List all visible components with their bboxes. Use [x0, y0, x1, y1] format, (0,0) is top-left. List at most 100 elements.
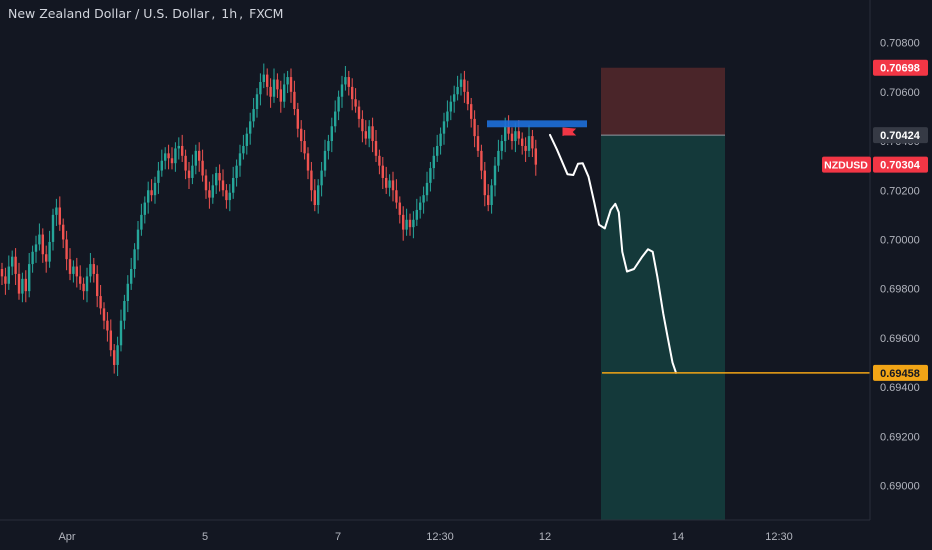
candle — [150, 190, 153, 196]
candle — [221, 180, 225, 191]
candle — [374, 141, 378, 156]
candle — [388, 180, 391, 188]
candle — [136, 229, 140, 250]
candle — [286, 77, 289, 85]
candle — [21, 278, 24, 294]
candle — [249, 121, 252, 134]
candle — [313, 190, 316, 206]
candle — [259, 81, 262, 95]
candle — [521, 138, 524, 146]
candle — [204, 175, 208, 191]
candle — [490, 185, 493, 206]
candle — [55, 207, 58, 215]
marker-rectangle — [487, 120, 587, 128]
pair-name: New Zealand Dollar / U.S. Dollar — [8, 6, 210, 21]
candle — [412, 219, 415, 228]
candle — [483, 170, 486, 196]
y-tick-label: 0.69200 — [880, 431, 920, 443]
candle — [198, 150, 201, 161]
candle — [456, 86, 459, 95]
candle — [140, 214, 143, 230]
candle — [177, 145, 180, 149]
candle — [174, 148, 177, 164]
x-tick-label: 7 — [335, 531, 341, 543]
candle — [364, 131, 367, 139]
price-label-box — [873, 59, 928, 76]
candle — [160, 160, 163, 171]
candle — [368, 126, 371, 139]
candle — [58, 207, 61, 225]
candle — [470, 104, 473, 119]
candle — [507, 126, 510, 134]
candle — [0, 269, 4, 277]
candle — [130, 269, 133, 284]
candle — [296, 109, 299, 129]
price-label: 0.70304 — [880, 160, 921, 172]
candle — [225, 190, 228, 201]
candle — [262, 74, 265, 82]
candle — [391, 180, 395, 191]
candle — [330, 126, 333, 142]
candle — [327, 141, 330, 151]
candle — [170, 158, 174, 164]
projection-path — [549, 133, 677, 374]
symbol-tag-box — [822, 156, 871, 173]
candle — [272, 79, 276, 97]
candle — [164, 153, 167, 161]
candle — [487, 195, 490, 206]
candle — [235, 165, 238, 178]
symbol-tag: NZDUSD — [824, 160, 868, 172]
candle — [75, 266, 78, 277]
candle — [300, 128, 303, 142]
candle — [344, 77, 347, 85]
candle — [317, 185, 320, 206]
candle — [306, 153, 310, 171]
candle — [41, 234, 44, 255]
candle — [337, 96, 340, 112]
candle — [459, 79, 463, 87]
candle — [167, 153, 170, 159]
candle — [14, 256, 17, 274]
candle — [106, 320, 109, 331]
candle — [323, 150, 327, 171]
candle — [398, 202, 401, 215]
chart-title: New Zealand Dollar / U.S. Dollar, 1h, FX… — [8, 6, 284, 21]
candle — [351, 86, 354, 100]
x-tick-label: Apr — [58, 531, 75, 543]
candle — [473, 118, 476, 137]
candle — [439, 133, 442, 146]
y-tick-label: 0.70000 — [880, 234, 920, 246]
candle — [34, 244, 38, 252]
price-label-box — [873, 127, 928, 144]
candle — [436, 145, 439, 156]
candle — [201, 160, 204, 176]
candle — [65, 239, 68, 260]
stop-loss-zone — [601, 67, 725, 136]
candle — [408, 219, 412, 228]
candle — [293, 91, 296, 110]
candle — [255, 94, 259, 110]
candle — [517, 131, 520, 139]
candle — [116, 345, 119, 365]
data-source: FXCM — [249, 6, 284, 21]
candle — [194, 150, 197, 166]
candle — [96, 273, 99, 297]
candle — [524, 145, 527, 151]
candle — [92, 264, 95, 274]
y-tick-label: 0.69600 — [880, 333, 920, 345]
candle — [17, 273, 21, 294]
candle — [113, 350, 116, 365]
candle — [432, 155, 435, 169]
candle — [269, 86, 272, 97]
x-tick-label: 12 — [539, 531, 551, 543]
candle — [133, 249, 136, 269]
candle — [11, 256, 14, 267]
candle — [371, 126, 374, 142]
candle — [99, 296, 102, 309]
candle — [245, 133, 248, 146]
candle — [143, 202, 146, 215]
candle — [493, 165, 497, 186]
candle — [72, 266, 75, 274]
y-tick-label: 0.69800 — [880, 284, 920, 296]
